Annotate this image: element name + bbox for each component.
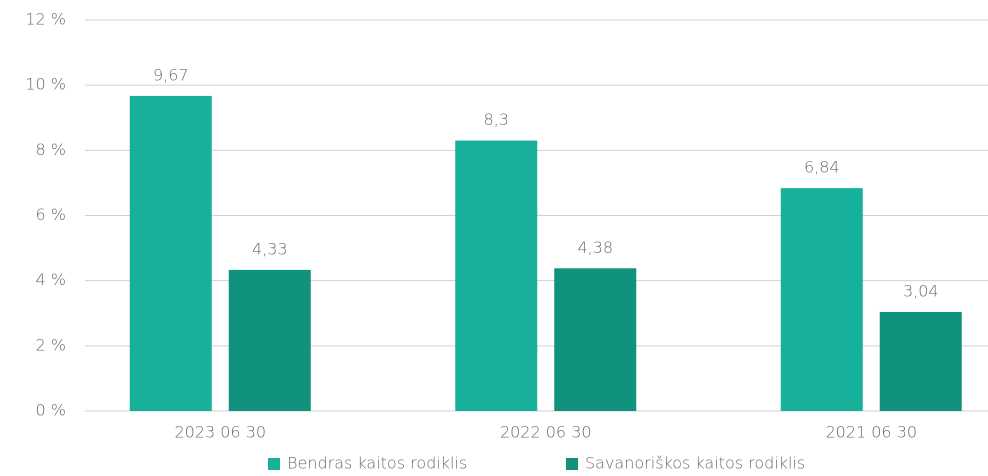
value-label: 4,33 [252, 239, 288, 258]
y-tick-label: 12 % [25, 10, 66, 29]
bar [879, 311, 962, 411]
bar [780, 188, 863, 411]
value-label: 4,38 [577, 238, 613, 257]
y-tick-label: 4 % [36, 270, 66, 289]
y-tick-label: 8 % [36, 140, 66, 159]
bar [228, 269, 311, 411]
x-tick-label: 2023 06 30 [174, 423, 266, 442]
y-tick-label: 2 % [36, 335, 66, 354]
x-tick-label: 2021 06 30 [825, 423, 917, 442]
value-label: 8,3 [484, 110, 509, 129]
x-tick-label: 2022 06 30 [500, 423, 592, 442]
bar [129, 95, 212, 412]
bar [554, 268, 637, 411]
legend-label: Bendras kaitos rodiklis [287, 454, 467, 473]
value-label: 3,04 [903, 281, 939, 300]
bar [455, 140, 538, 411]
value-label: 9,67 [153, 65, 189, 84]
y-tick-label: 10 % [25, 75, 66, 94]
legend-label: Savanoriškos kaitos rodiklis [585, 454, 805, 473]
legend-swatch [268, 458, 280, 470]
y-tick-label: 0 % [36, 401, 66, 420]
value-label: 6,84 [804, 158, 840, 177]
y-tick-label: 6 % [36, 205, 66, 224]
legend-swatch [566, 458, 578, 470]
